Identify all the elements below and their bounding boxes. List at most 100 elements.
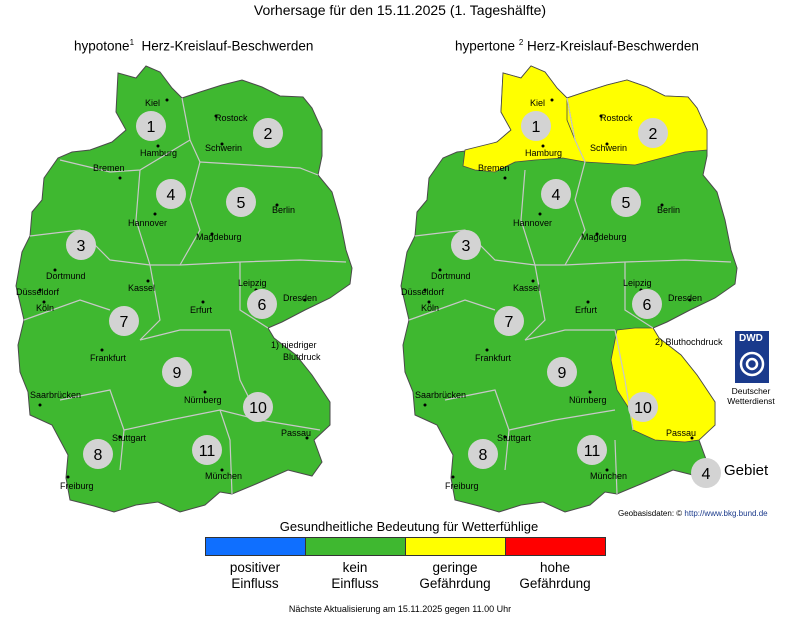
city-label-koeln: Köln bbox=[36, 303, 54, 313]
region-circle-7[interactable] bbox=[109, 306, 139, 336]
geobasis-credit: Geobasisdaten: © http://www.bkg.bund.de bbox=[618, 509, 768, 518]
region-circle-6[interactable] bbox=[632, 289, 662, 319]
region-circle-9[interactable] bbox=[162, 357, 192, 387]
region-circle-1[interactable] bbox=[521, 111, 551, 141]
dwd-logo bbox=[735, 331, 769, 383]
region-circle-1[interactable] bbox=[136, 111, 166, 141]
legend-label-high-risk: hohe Gefährdung bbox=[505, 560, 605, 592]
city-label-hamburg: Hamburg bbox=[140, 148, 177, 158]
region-number-11: 11 bbox=[199, 443, 216, 460]
city-dot bbox=[156, 144, 160, 148]
city-label-muenchen: München bbox=[205, 471, 242, 481]
region-circle-5[interactable] bbox=[226, 187, 256, 217]
region-circle-10[interactable] bbox=[628, 392, 658, 422]
city-label-dortmund: Dortmund bbox=[46, 271, 86, 281]
region-circle-11[interactable] bbox=[577, 435, 607, 465]
city-dot bbox=[538, 212, 542, 216]
region-circle-4[interactable] bbox=[541, 179, 571, 209]
city-dot bbox=[66, 475, 70, 479]
city-dot bbox=[303, 298, 307, 302]
region-circle-5[interactable] bbox=[611, 187, 641, 217]
city-dot bbox=[38, 403, 42, 407]
gebiet-legend-number: 4 bbox=[702, 466, 711, 483]
city-dot bbox=[588, 390, 592, 394]
note-high-bp: 2) Bluthochdruck bbox=[655, 337, 723, 347]
region-circle-10[interactable] bbox=[243, 392, 273, 422]
legend-label-positive: positiver Einfluss bbox=[205, 560, 305, 592]
city-dot bbox=[531, 279, 535, 283]
city-dot bbox=[153, 212, 157, 216]
geobasis-link[interactable]: http://www.bkg.bund.de bbox=[684, 509, 768, 518]
region-number-9: 9 bbox=[173, 365, 182, 382]
city-dot bbox=[423, 403, 427, 407]
region-number-1: 1 bbox=[532, 119, 541, 136]
region-number-10: 10 bbox=[249, 400, 267, 417]
region-circle-8[interactable] bbox=[83, 439, 113, 469]
left-map-title-footnote: 1 bbox=[129, 38, 135, 47]
left-map-title: hypotone1 Herz-Kreislauf-Beschwerden bbox=[74, 38, 313, 54]
city-label-duesseldorf: Düsseldorf bbox=[16, 287, 60, 297]
city-dot bbox=[220, 468, 224, 472]
left-map-area bbox=[15, 65, 353, 513]
region-circle-11[interactable] bbox=[192, 435, 222, 465]
city-dot bbox=[210, 232, 214, 236]
dwd-caption-line2: Wetterdienst bbox=[727, 396, 775, 406]
dwd-swirl-icon bbox=[739, 351, 765, 377]
legend-title: Gesundheitliche Bedeutung für Wetterfühl… bbox=[279, 519, 539, 534]
city-label-rostock: Rostock bbox=[215, 113, 248, 123]
region-circle-7[interactable] bbox=[494, 306, 524, 336]
region-number-1: 1 bbox=[147, 119, 156, 136]
city-dot bbox=[146, 279, 150, 283]
city-dot bbox=[53, 268, 57, 272]
left-city-markers: Kiel Rostock Hamburg Schwerin Bremen Han… bbox=[16, 98, 317, 491]
legend-label-none: kein Einfluss bbox=[305, 560, 405, 592]
legend-label-positive-line2: Einfluss bbox=[231, 576, 279, 591]
gebiet-legend-label: Gebiet bbox=[724, 462, 769, 479]
city-label-frankfurt: Frankfurt bbox=[475, 353, 512, 363]
region-number-3: 3 bbox=[77, 238, 86, 255]
city-label-saarbruecken: Saarbrücken bbox=[415, 390, 466, 400]
legend-swatch-low-risk bbox=[405, 537, 506, 556]
city-dot bbox=[203, 390, 207, 394]
page-title: Vorhersage für den 15.11.2025 (1. Tagesh… bbox=[253, 2, 547, 18]
region-number-4: 4 bbox=[167, 187, 176, 204]
left-map-title-suffix: Herz-Kreislauf-Beschwerden bbox=[141, 38, 314, 54]
city-label-passau: Passau bbox=[281, 428, 311, 438]
city-label-dresden: Dresden bbox=[668, 293, 702, 303]
region-number-11: 11 bbox=[584, 443, 601, 460]
region-circle-2[interactable] bbox=[638, 118, 668, 148]
city-dot bbox=[599, 114, 603, 118]
city-label-passau: Passau bbox=[666, 428, 696, 438]
region-number-7: 7 bbox=[505, 314, 514, 331]
legend-label-low-risk: geringe Gefährdung bbox=[405, 560, 505, 592]
city-dot bbox=[38, 288, 42, 292]
city-label-hannover: Hannover bbox=[128, 218, 167, 228]
left-region-markers: 1 2 3 4 5 6 7 8 9 10 11 bbox=[66, 111, 283, 469]
region-number-2: 2 bbox=[649, 126, 658, 143]
city-dot bbox=[214, 114, 218, 118]
right-region-yellow-north bbox=[462, 65, 708, 173]
region-circle-2[interactable] bbox=[253, 118, 283, 148]
legend-label-none-line1: kein bbox=[342, 560, 368, 575]
region-number-5: 5 bbox=[237, 195, 246, 212]
city-label-muenchen: München bbox=[590, 471, 627, 481]
legend-swatch-none bbox=[305, 537, 406, 556]
city-label-saarbruecken: Saarbrücken bbox=[30, 390, 81, 400]
city-dot bbox=[503, 176, 507, 180]
region-circle-3[interactable] bbox=[451, 230, 481, 260]
legend-label-low-risk-line2: Gefährdung bbox=[419, 576, 491, 591]
city-label-schwerin: Schwerin bbox=[205, 143, 242, 153]
city-label-kiel: Kiel bbox=[530, 98, 545, 108]
legend-label-positive-line1: positiver bbox=[229, 560, 281, 575]
city-dot bbox=[586, 300, 590, 304]
region-number-10: 10 bbox=[634, 400, 652, 417]
region-circle-8[interactable] bbox=[468, 439, 498, 469]
region-circle-3[interactable] bbox=[66, 230, 96, 260]
region-circle-4[interactable] bbox=[156, 179, 186, 209]
legend-label-high-risk-line1: hohe bbox=[539, 560, 571, 575]
region-circle-9[interactable] bbox=[547, 357, 577, 387]
city-dot bbox=[165, 98, 169, 102]
region-circle-6[interactable] bbox=[247, 289, 277, 319]
legend-label-none-line2: Einfluss bbox=[331, 576, 379, 591]
city-dot bbox=[42, 300, 46, 304]
